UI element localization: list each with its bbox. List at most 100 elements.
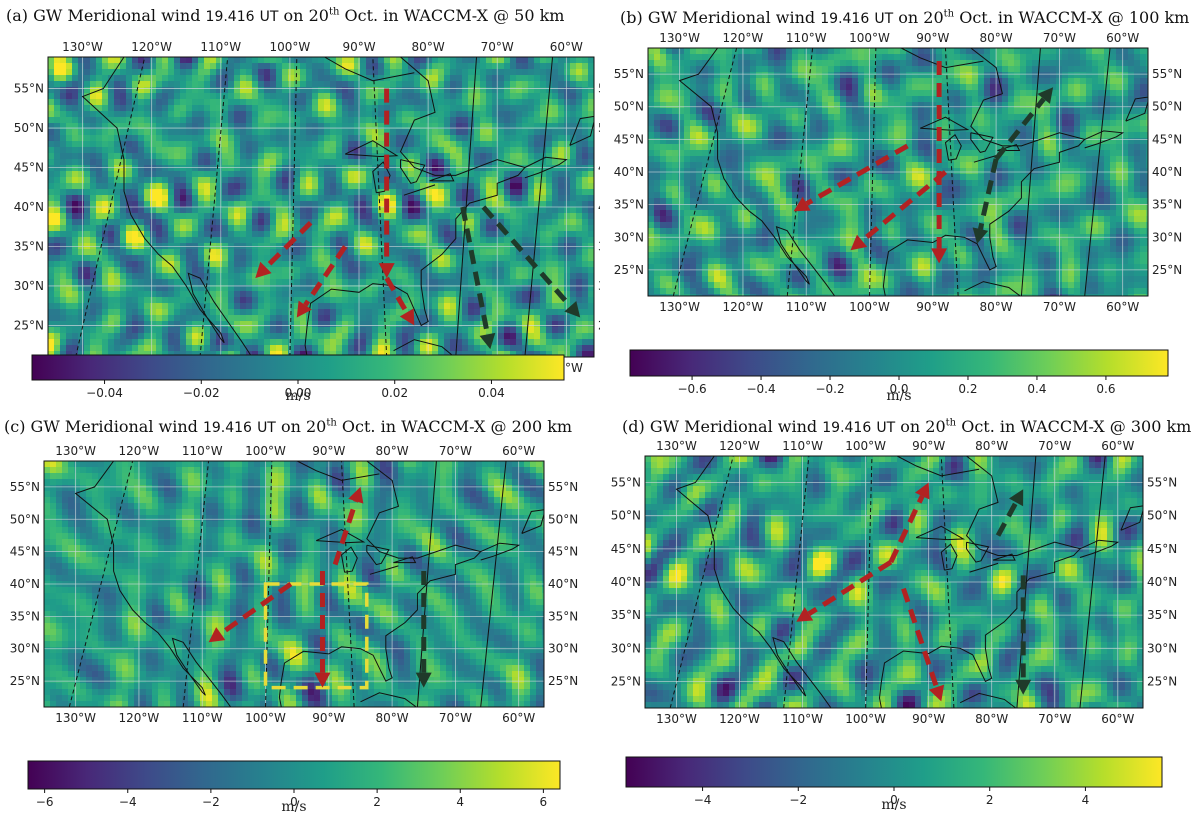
y-tick-label-right: 25°N — [1152, 263, 1182, 277]
y-tick-label-left: 45°N — [614, 132, 644, 146]
y-tick-label-right: 25°N — [548, 674, 578, 688]
x-tick-label-bottom: 110°W — [182, 711, 223, 725]
title-time-unit: UT — [257, 420, 276, 436]
panel-title-b: (b) GW Meridional wind 19.416 UT on 20th… — [620, 8, 1189, 27]
x-tick-label-top: 60°W — [1101, 439, 1134, 453]
chart-b: 130°W130°W120°W120°W110°W110°W100°W100°W… — [600, 0, 1200, 405]
y-tick-label-right: 40°N — [1147, 575, 1177, 589]
colorbar-tick-label: −0.6 — [678, 382, 707, 396]
x-tick-label-top: 60°W — [550, 40, 583, 54]
panel-b: (b) GW Meridional wind 19.416 UT on 20th… — [600, 0, 1200, 405]
colorbar — [630, 350, 1168, 376]
title-prefix: GW Meridional wind — [648, 8, 815, 27]
colorbar-tick-label: −4 — [119, 795, 137, 809]
x-tick-label-bottom: 70°W — [439, 711, 472, 725]
x-tick-label-bottom: 90°W — [916, 300, 949, 314]
x-tick-label-bottom: 60°W — [1101, 712, 1134, 726]
title-date-post: Oct. in WACCM-X @ 100 km — [959, 8, 1189, 27]
x-tick-label-bottom: 100°W — [245, 711, 286, 725]
x-tick-label-top: 120°W — [119, 444, 160, 458]
title-time: 19.416 — [203, 420, 252, 436]
x-tick-label-top: 90°W — [916, 31, 949, 45]
colorbar-tick-label: 0.04 — [478, 386, 505, 400]
x-tick-label-top: 100°W — [845, 439, 886, 453]
x-tick-label-top: 100°W — [270, 40, 311, 54]
y-tick-label-left: 40°N — [10, 577, 40, 591]
y-tick-label-left: 30°N — [611, 641, 641, 655]
x-tick-label-bottom: 120°W — [723, 300, 764, 314]
panel-title-d: (d) GW Meridional wind 19.416 UT on 20th… — [622, 417, 1191, 436]
y-tick-label-right: 35°N — [1152, 198, 1182, 212]
y-tick-label-left: 30°N — [614, 230, 644, 244]
x-tick-label-bottom: 130°W — [656, 712, 697, 726]
x-tick-label-bottom: 130°W — [659, 300, 700, 314]
y-tick-label-left: 45°N — [611, 542, 641, 556]
title-date: on 20 — [898, 8, 943, 27]
y-tick-label-left: 50°N — [614, 100, 644, 114]
title-date-sup: th — [326, 418, 336, 429]
title-date-post: Oct. in WACCM-X @ 300 km — [961, 417, 1191, 436]
colorbar-tick-label: 2 — [986, 793, 994, 807]
wind-field — [648, 48, 1153, 301]
x-tick-label-bottom: 80°W — [980, 300, 1013, 314]
title-prefix: GW Meridional wind — [650, 417, 817, 436]
y-tick-label-right: 30°N — [548, 642, 578, 656]
y-tick-label-right: 55°N — [1152, 67, 1182, 81]
y-tick-label-left: 55°N — [10, 480, 40, 494]
panel-d: (d) GW Meridional wind 19.416 UT on 20th… — [600, 411, 1200, 822]
x-tick-label-top: 70°W — [439, 444, 472, 458]
x-tick-label-bottom: 120°W — [119, 711, 160, 725]
y-tick-label-left: 50°N — [10, 512, 40, 526]
y-tick-label-right: 25°N — [1147, 674, 1177, 688]
title-date: on 20 — [284, 6, 329, 25]
y-tick-label-left: 25°N — [14, 318, 44, 332]
colorbar-tick-label: −2 — [789, 793, 807, 807]
y-tick-label-right: 30°N — [1152, 230, 1182, 244]
x-tick-label-top: 100°W — [849, 31, 890, 45]
y-tick-label-right: 50°N — [1147, 509, 1177, 523]
x-tick-label-top: 90°W — [912, 439, 945, 453]
colorbar-tick-label: −0.2 — [815, 382, 844, 396]
x-tick-label-top: 130°W — [55, 444, 96, 458]
colorbar-unit-label: m/s — [281, 799, 306, 815]
title-date-sup: th — [329, 7, 339, 18]
x-tick-label-top: 110°W — [182, 444, 223, 458]
title-time-unit: UT — [260, 9, 279, 25]
y-tick-label-right: 40°N — [1152, 165, 1182, 179]
y-tick-label-left: 35°N — [614, 198, 644, 212]
x-tick-label-top: 80°W — [376, 444, 409, 458]
title-prefix: GW Meridional wind — [31, 417, 198, 436]
x-tick-label-top: 130°W — [62, 40, 103, 54]
x-tick-label-top: 70°W — [481, 40, 514, 54]
y-tick-label-right: 45°N — [1152, 132, 1182, 146]
y-tick-label-right: 50°N — [1152, 100, 1182, 114]
y-tick-label-left: 40°N — [614, 165, 644, 179]
x-tick-label-bottom: 70°W — [1038, 712, 1071, 726]
x-tick-label-top: 60°W — [1106, 31, 1139, 45]
title-time: 19.416 — [206, 9, 255, 25]
x-tick-label-top: 120°W — [131, 40, 172, 54]
colorbar — [626, 757, 1162, 787]
y-tick-label-left: 35°N — [10, 609, 40, 623]
x-tick-label-top: 100°W — [245, 444, 286, 458]
y-tick-label-left: 40°N — [14, 200, 44, 214]
colorbar-tick-label: 0.2 — [958, 382, 977, 396]
y-tick-label-left: 50°N — [611, 509, 641, 523]
y-tick-label-right: 55°N — [548, 480, 578, 494]
title-date-sup: th — [946, 418, 956, 429]
title-date-post: Oct. in WACCM-X @ 50 km — [345, 6, 565, 25]
panel-label: (b) — [620, 8, 643, 27]
y-tick-label-left: 25°N — [614, 263, 644, 277]
x-tick-label-top: 80°W — [975, 439, 1008, 453]
x-tick-label-bottom: 110°W — [786, 300, 827, 314]
y-tick-label-left: 30°N — [10, 642, 40, 656]
colorbar-tick-label: 0.4 — [1027, 382, 1046, 396]
colorbar-tick-label: 4 — [456, 795, 464, 809]
colorbar-tick-label: −0.4 — [746, 382, 775, 396]
y-tick-label-left: 45°N — [14, 161, 44, 175]
panel-label: (c) — [4, 417, 25, 436]
title-prefix: GW Meridional wind — [33, 6, 200, 25]
x-tick-label-top: 60°W — [502, 444, 535, 458]
x-tick-label-top: 80°W — [980, 31, 1013, 45]
y-tick-label-right: 30°N — [1147, 641, 1177, 655]
